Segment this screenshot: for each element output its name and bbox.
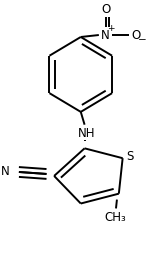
Text: N: N: [1, 165, 10, 178]
Text: +: +: [107, 24, 115, 33]
Text: CH₃: CH₃: [104, 211, 126, 224]
Text: −: −: [138, 35, 147, 45]
Text: N: N: [101, 28, 110, 41]
Text: NH: NH: [78, 127, 95, 140]
Text: O: O: [101, 3, 110, 16]
Text: S: S: [127, 150, 134, 163]
Text: O: O: [131, 28, 141, 41]
